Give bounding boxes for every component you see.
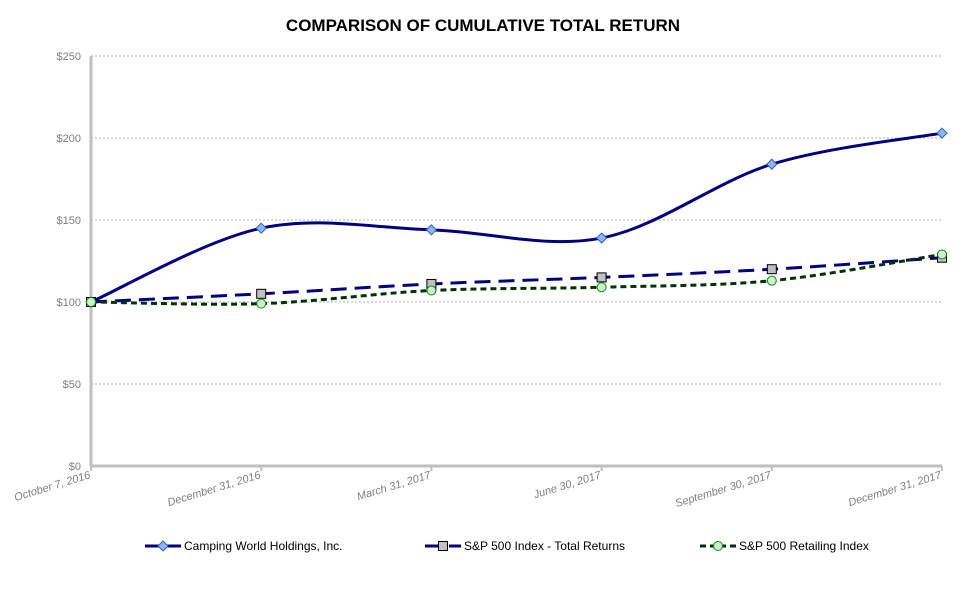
y-tick-label: $100: [57, 297, 81, 309]
y-tick-label: $0: [69, 461, 81, 473]
series-line-0: [90, 131, 943, 304]
x-tick-label: October 7, 2016: [13, 469, 93, 504]
legend-label: Camping World Holdings, Inc.: [184, 539, 343, 553]
series-line-2: [90, 252, 943, 306]
y-tick-label: $150: [57, 215, 81, 227]
data-point-2: [596, 282, 607, 293]
y-tick-label: $200: [57, 133, 81, 145]
series-line-1: [90, 256, 943, 304]
data-point-1: [256, 288, 267, 299]
y-tick-label: $50: [63, 379, 81, 391]
data-point-2: [766, 275, 777, 286]
legend-label: S&P 500 Index - Total Returns: [464, 539, 625, 553]
data-point-0: [766, 158, 778, 170]
data-point-1: [766, 264, 777, 275]
data-point-2: [86, 297, 96, 307]
data-point-2: [256, 298, 267, 309]
data-point-0: [255, 222, 267, 234]
x-tick-label: December 31, 2016: [166, 469, 263, 509]
data-point-2: [937, 249, 947, 260]
y-tick-label: $250: [57, 51, 81, 63]
x-tick-label: March 31, 2017: [356, 469, 433, 503]
x-tick-label: June 30, 2017: [531, 469, 603, 501]
chart-title: COMPARISON OF CUMULATIVE TOTAL RETURN: [286, 16, 680, 35]
data-point-1: [596, 272, 607, 283]
data-point-0: [425, 224, 438, 236]
x-tick-label: December 31, 2017: [847, 469, 944, 509]
legend-label: S&P 500 Retailing Index: [739, 539, 869, 553]
data-point-0: [595, 232, 608, 244]
data-point-2: [426, 285, 437, 296]
legend-marker-square-icon: [438, 541, 448, 551]
legend-marker-diamond-icon: [157, 540, 169, 552]
data-point-0: [936, 127, 948, 139]
legend-marker-circle-icon: [713, 541, 723, 551]
x-tick-label: September 30, 2017: [674, 469, 774, 510]
